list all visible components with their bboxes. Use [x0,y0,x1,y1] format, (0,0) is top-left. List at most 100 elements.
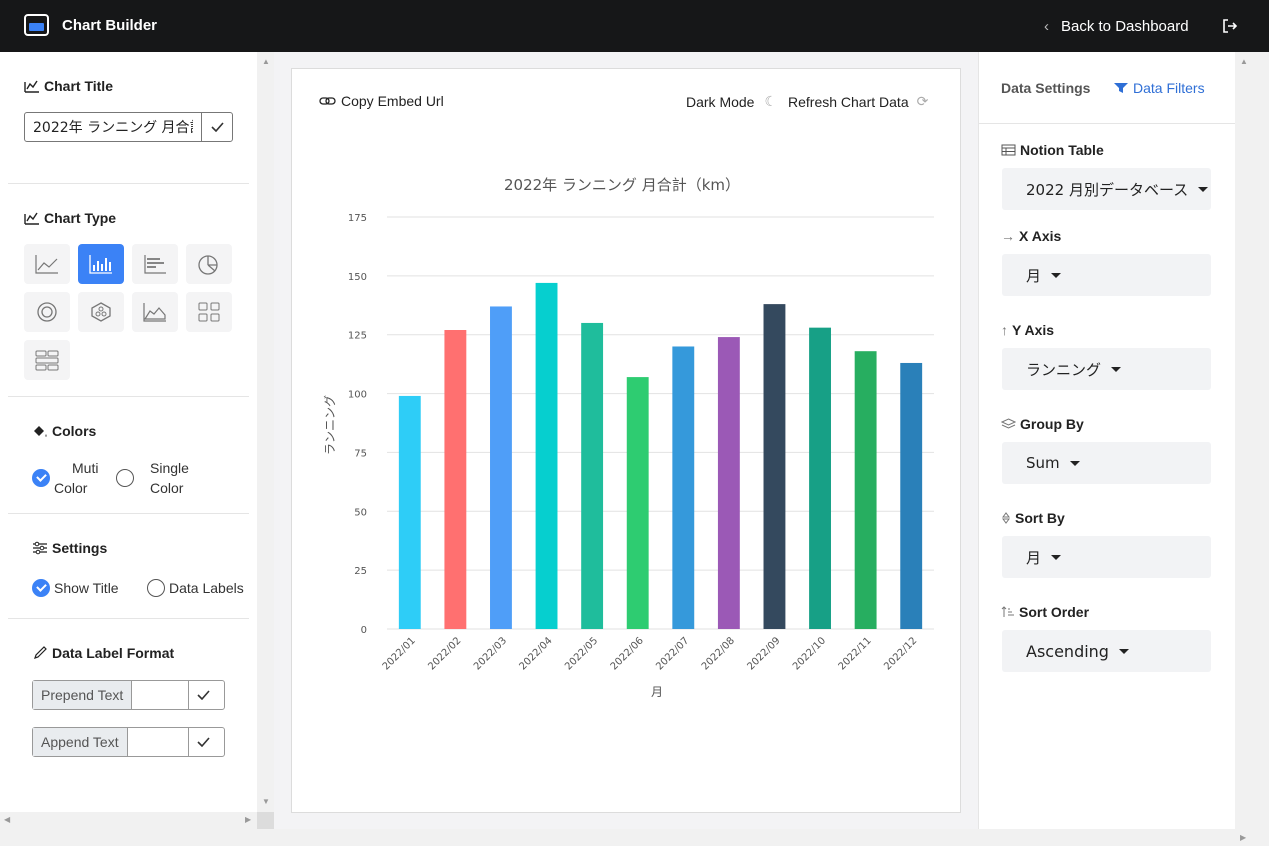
divider [8,618,249,619]
bar[interactable] [672,346,695,629]
link-icon [319,97,336,105]
bar[interactable] [763,304,786,629]
line-chart-type-button[interactable] [24,244,70,284]
radar-icon [91,302,111,322]
caret-down-icon [1118,648,1129,654]
area-chart-type-button[interactable] [132,292,178,332]
append-text-group: Append Text [32,727,225,757]
data-labels-checkbox[interactable]: Data Labels [147,579,244,597]
bar[interactable] [854,351,877,629]
scroll-corner [257,812,274,829]
x-tick-label: 2022/03 [472,635,509,672]
chart-title-heading: Chart Title [24,78,113,94]
x-tick-label: 2022/08 [700,635,737,672]
sort-order-icon [1001,606,1014,617]
sort-order-select[interactable]: Ascending [1002,630,1211,672]
doughnut-chart-type-button[interactable] [24,292,70,332]
top-bar: Chart Builder ‹ Back to Dashboard [0,0,1269,52]
append-text-input[interactable] [127,728,188,756]
doughnut-icon [37,302,57,322]
horizontal-bar-type-button[interactable] [132,244,178,284]
bar[interactable] [581,322,604,629]
app-name: Chart Builder [62,17,158,34]
tab-data-settings[interactable]: Data Settings [1001,80,1091,96]
moon-icon: ☾ [764,93,778,109]
radio-checked-icon [32,579,50,597]
left-panel-scrollbar[interactable]: ▲ ▼ [257,52,274,812]
caret-down-icon [1069,460,1080,466]
bar-chart-type-button[interactable] [78,244,124,284]
table-type-button[interactable] [24,340,70,380]
caret-down-icon [1051,554,1062,560]
bar[interactable] [809,327,831,629]
tab-data-filters[interactable]: Data Filters [1113,80,1205,96]
scroll-up-arrow-icon[interactable]: ▲ [1240,57,1248,66]
bar[interactable] [900,362,923,629]
dark-mode-toggle[interactable]: Dark Mode ☾ [686,93,778,110]
prepend-text-input[interactable] [132,681,189,709]
x-tick-label: 2022/01 [381,635,418,672]
chart-title-confirm-button[interactable] [201,113,232,141]
refresh-chart-data-button[interactable]: Refresh Chart Data ⟳ [788,93,929,110]
scroll-corner [1252,829,1269,846]
radio-checked-icon [32,469,50,487]
horizontal-bar-icon [144,255,166,274]
single-color-label-line1: Single [150,460,189,476]
chart-x-axis-label: 月 [651,685,663,699]
paint-bucket-icon [34,426,47,437]
grid-type-button[interactable] [186,292,232,332]
chart-icon [24,80,39,93]
show-title-label: Show Title [54,580,119,596]
prepend-confirm-button[interactable] [188,681,218,709]
back-to-dashboard-link[interactable]: ‹ Back to Dashboard [1044,18,1189,35]
group-by-select[interactable]: Sum [1002,442,1211,484]
bar[interactable] [490,306,512,629]
scroll-right-arrow-icon[interactable]: ▶ [245,815,252,824]
page-hscrollbar[interactable]: ▶ [0,829,1252,846]
append-confirm-button[interactable] [187,728,218,756]
x-tick-label: 2022/02 [426,635,463,672]
scroll-down-arrow-icon[interactable]: ▼ [262,797,270,806]
multi-color-option[interactable]: Muti Color [32,458,98,498]
bar-chart-icon [89,255,112,274]
bar-chart: 2022年 ランニング 月合計（km） 0255075100125150175 … [323,176,934,699]
y-tick-label: 125 [348,331,367,342]
radar-chart-type-button[interactable] [78,292,124,332]
copy-embed-url-button[interactable]: Copy Embed Url [319,93,444,109]
chart-bars [398,282,923,629]
scroll-up-arrow-icon[interactable]: ▲ [262,57,270,66]
bar[interactable] [398,395,421,629]
scroll-right-arrow-icon[interactable]: ▶ [1240,833,1247,842]
pie-chart-type-button[interactable] [186,244,232,284]
notion-table-select[interactable]: 2022 月別データベース [1002,168,1211,210]
append-text-label: Append Text [33,728,128,756]
chart-title-input-group [24,112,233,142]
y-axis-select[interactable]: ランニング [1002,348,1211,390]
left-panel-hscrollbar[interactable]: ◀ ▶ [0,812,257,829]
bar[interactable] [535,282,558,629]
group-by-label: Group By [1001,416,1084,432]
y-tick-label: 25 [354,566,367,577]
settings-heading: Settings [32,540,107,556]
sort-by-select[interactable]: 月 [1002,536,1211,578]
show-title-checkbox[interactable]: Show Title [32,579,119,597]
sort-order-label: Sort Order [1001,604,1089,620]
bar[interactable] [717,337,740,629]
divider [8,183,249,184]
y-tick-label: 75 [354,448,367,459]
scroll-left-arrow-icon[interactable]: ◀ [4,815,11,824]
x-axis-select[interactable]: 月 [1002,254,1211,296]
right-panel-scrollbar[interactable]: ▲ [1235,52,1252,829]
chart-title-input[interactable] [25,113,201,141]
multi-color-label-line1: Muti [72,460,99,476]
x-tick-label: 2022/04 [518,635,555,672]
bar[interactable] [626,377,649,629]
page-scrollbar[interactable] [1252,52,1269,829]
single-color-option[interactable]: Single Color [116,458,189,498]
prepend-text-group: Prepend Text [32,680,225,710]
y-tick-label: 150 [348,272,367,283]
pencil-icon [34,646,47,659]
logout-icon[interactable] [1222,19,1238,33]
notion-table-label: Notion Table [1001,142,1104,158]
bar[interactable] [444,330,467,629]
